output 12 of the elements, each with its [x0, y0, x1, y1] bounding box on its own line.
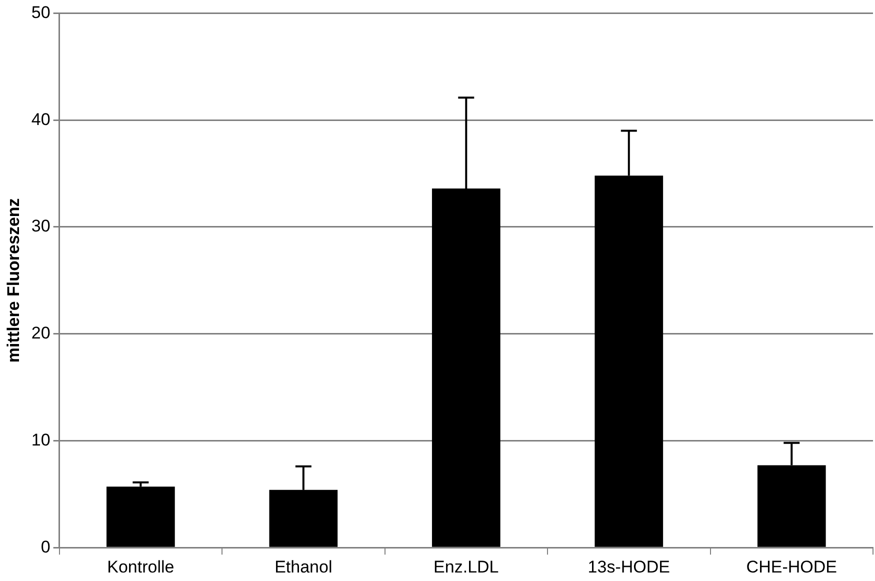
y-tick-label: 10	[31, 430, 50, 450]
y-tick-label: 40	[31, 110, 50, 129]
y-tick-label: 0	[40, 537, 50, 556]
x-tick-label: Enz.LDL	[434, 557, 499, 576]
y-tick-label: 50	[31, 2, 50, 22]
x-tick-label: Kontrolle	[107, 557, 174, 576]
x-tick-label: 13s-HODE	[588, 557, 670, 576]
y-axis-title: mittlere Fluoreszenz	[4, 198, 23, 363]
y-tick-label: 20	[31, 324, 50, 343]
x-tick-label: CHE-HODE	[746, 557, 837, 576]
x-tick-label: Ethanol	[274, 557, 332, 576]
y-tick-label: 30	[31, 216, 50, 236]
